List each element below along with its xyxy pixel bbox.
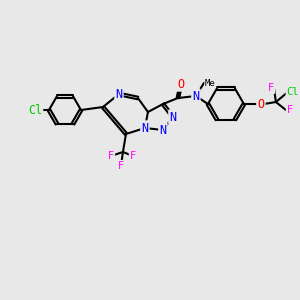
Text: Cl: Cl [286, 87, 299, 97]
Text: N: N [159, 124, 167, 136]
Text: F: F [130, 151, 136, 161]
Text: O: O [257, 98, 265, 110]
Text: N: N [141, 122, 148, 134]
Text: Cl: Cl [28, 103, 42, 116]
Text: F: F [118, 161, 124, 171]
Text: F: F [268, 83, 274, 93]
Text: N: N [192, 89, 200, 103]
Text: N: N [116, 88, 122, 100]
Text: O: O [177, 77, 184, 91]
Text: F: F [108, 151, 114, 161]
Text: N: N [169, 110, 176, 124]
Text: F: F [287, 105, 293, 115]
Text: Me: Me [205, 79, 216, 88]
